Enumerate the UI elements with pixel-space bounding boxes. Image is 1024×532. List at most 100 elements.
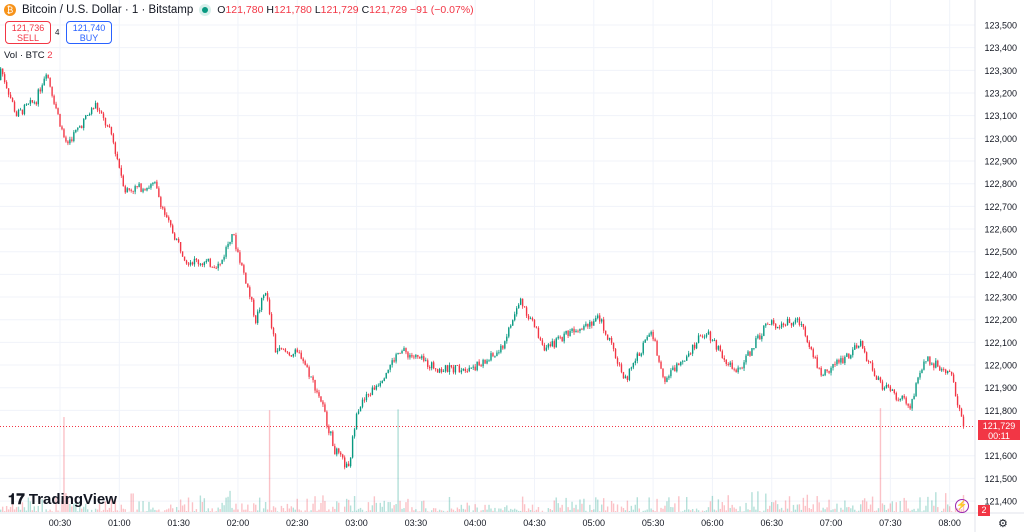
candle-body [251, 296, 253, 300]
candle-body [298, 352, 300, 354]
candle-body [326, 411, 328, 426]
candle-body [535, 327, 538, 329]
candle-body [753, 348, 755, 349]
candle-body [579, 328, 581, 332]
volume-bar [112, 511, 115, 512]
volume-bar [324, 500, 326, 512]
candle-body [33, 102, 36, 104]
candle-body [421, 356, 423, 359]
candle-body [757, 335, 759, 339]
candle-body [417, 354, 419, 357]
settings-icon[interactable]: ⚙ [998, 518, 1008, 530]
candle-body [848, 353, 850, 359]
lightning-icon[interactable]: ⚡ [955, 499, 969, 513]
volume-bar [506, 505, 508, 512]
candle-body [585, 323, 587, 326]
candle-body [656, 341, 658, 356]
volume-bar [634, 504, 637, 512]
candle-body [349, 457, 352, 467]
candle-body [399, 352, 401, 354]
candle-body [915, 383, 917, 396]
candle-body [697, 335, 700, 343]
volume-bar [826, 507, 828, 512]
candle-body [917, 377, 919, 384]
candle-body [361, 399, 364, 407]
volume-bar [484, 504, 486, 512]
candle-body [450, 365, 453, 368]
candle-body [595, 318, 597, 322]
symbol-title[interactable]: Bitcoin / U.S. Dollar · 1 · Bitstamp [22, 4, 194, 16]
volume-bar [294, 509, 296, 512]
candle-body [893, 389, 896, 393]
volume-bar [136, 509, 138, 512]
candle-body [901, 395, 903, 399]
volume-bar [468, 505, 470, 512]
candle-body [245, 272, 247, 284]
candle-body [515, 308, 518, 315]
candle-body [792, 322, 795, 326]
candle-body [889, 386, 892, 391]
candle-body [152, 182, 154, 185]
volume-bar [245, 509, 247, 512]
volume-bar [565, 497, 567, 512]
x-tick-label: 02:30 [286, 518, 309, 528]
candle-body [927, 356, 929, 362]
volume-bar [765, 493, 767, 512]
candle-body [632, 363, 635, 368]
candle-body [377, 385, 380, 387]
candle-body [306, 364, 308, 368]
candle-body [270, 313, 273, 328]
candle-body [960, 408, 963, 417]
volume-bar [810, 509, 812, 512]
candle-body [81, 126, 83, 128]
buy-button[interactable]: 121,740 BUY [66, 21, 112, 44]
volume-bar [812, 504, 814, 512]
volume-bar [751, 492, 753, 512]
candle-body [427, 360, 429, 367]
candle-body [856, 345, 858, 348]
volume-bar [320, 502, 322, 512]
candle-body [302, 358, 304, 362]
volume-bar [3, 511, 6, 512]
volume-bar [355, 510, 358, 512]
tradingview-logo[interactable]: 𝟏𝟕 TradingView [8, 491, 117, 508]
volume-bar [255, 504, 257, 512]
y-tick-label: 123,100 [984, 111, 1017, 121]
candle-body [763, 325, 765, 336]
volume-bar [759, 511, 761, 512]
sell-button[interactable]: 121,736 SELL [5, 21, 51, 44]
volume-bar [73, 503, 75, 512]
volume-bar [233, 509, 235, 512]
volume-bar [132, 493, 134, 512]
volume-bar [863, 498, 866, 512]
candle-body [569, 331, 571, 336]
candle-body [347, 463, 350, 467]
volume-bar [452, 509, 455, 512]
volume-bar [581, 503, 583, 512]
volume-bar [567, 507, 569, 512]
volume-bar [314, 496, 316, 512]
candle-body [425, 360, 427, 362]
y-tick-label: 123,000 [984, 134, 1017, 144]
volume-bar [881, 503, 884, 512]
volume-bar [65, 493, 67, 512]
volume-bar [373, 496, 376, 512]
candle-body [215, 267, 217, 269]
y-tick-label: 121,400 [984, 497, 1017, 507]
volume-bar [69, 503, 71, 512]
candle-body [854, 345, 856, 350]
candle-body [175, 238, 178, 240]
candle-body [112, 134, 115, 143]
volume-bar [257, 510, 259, 512]
candle-body [294, 349, 296, 355]
volume-legend[interactable]: Vol · BTC 2 [4, 50, 53, 61]
candle-body [490, 353, 492, 361]
candle-body [237, 249, 239, 253]
volume-bar [498, 508, 500, 512]
candle-body [881, 381, 884, 390]
volume-bar [755, 509, 757, 512]
volume-bar [883, 504, 886, 512]
candle-body [118, 159, 121, 168]
volume-bar [780, 507, 783, 512]
